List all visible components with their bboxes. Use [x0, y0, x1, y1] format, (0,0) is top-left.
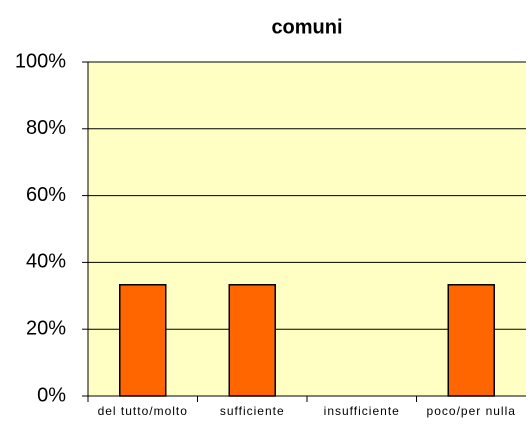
y-tick-label: 40%	[26, 251, 66, 273]
y-tick-label: 60%	[26, 184, 66, 206]
bar	[119, 284, 167, 397]
bar	[228, 284, 276, 397]
bar	[447, 284, 495, 397]
x-tick-label: del tutto/molto	[97, 404, 188, 418]
x-tick-label: insufficiente	[323, 404, 400, 418]
y-tick-label: 20%	[26, 317, 66, 339]
chart-title: comuni	[271, 16, 342, 38]
y-tick-label: 0%	[37, 384, 66, 406]
y-tick-label: 100%	[15, 50, 66, 72]
x-tick-label: poco/per nulla	[426, 404, 516, 418]
y-tick-label: 80%	[26, 117, 66, 139]
x-tick-label: sufficiente	[219, 404, 285, 418]
